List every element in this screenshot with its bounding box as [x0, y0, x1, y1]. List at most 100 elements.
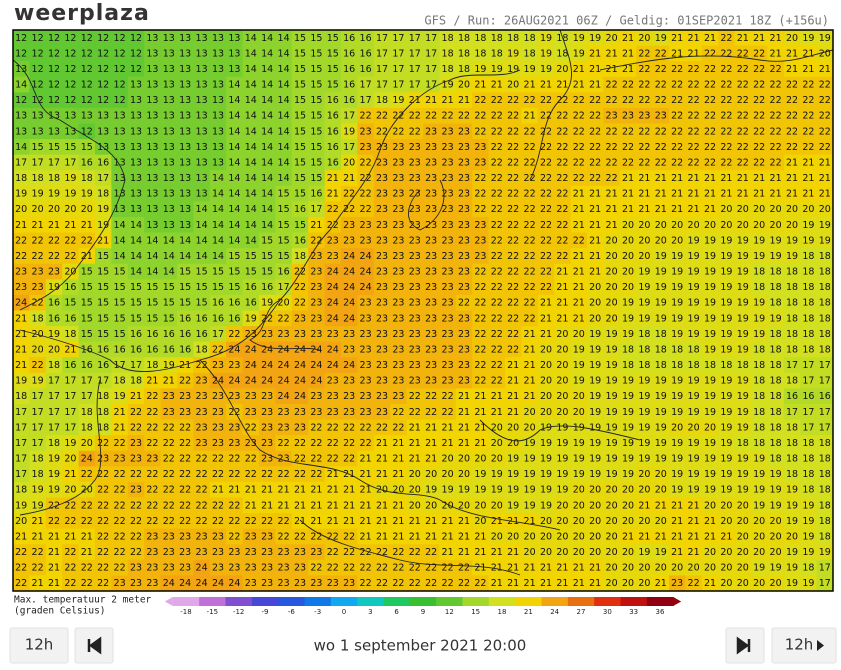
grid-value: 23 — [425, 329, 437, 340]
grid-value: 19 — [786, 251, 798, 262]
grid-value: 23 — [474, 157, 486, 168]
grid-value: 20 — [655, 516, 667, 527]
grid-value: 15 — [278, 251, 290, 262]
colorbar-tick-label: -6 — [288, 608, 296, 616]
grid-value: 13 — [179, 220, 191, 231]
grid-value: 15 — [310, 64, 322, 75]
grid-value: 22 — [573, 126, 585, 137]
cell — [816, 76, 834, 93]
back-step-label[interactable]: 12h — [25, 636, 54, 654]
grid-value: 19 — [622, 407, 634, 418]
cell — [619, 123, 637, 140]
grid-value: 23 — [425, 126, 437, 137]
grid-value: 21 — [294, 516, 306, 527]
grid-value: 14 — [261, 48, 273, 59]
grid-value: 18 — [474, 33, 486, 44]
grid-value: 23 — [163, 547, 175, 558]
grid-value: 22 — [163, 485, 175, 496]
grid-value: 19 — [32, 500, 44, 511]
grid-value: 21 — [524, 329, 536, 340]
grid-value: 20 — [64, 485, 76, 496]
grid-value: 21 — [491, 391, 503, 402]
grid-value: 20 — [655, 563, 667, 574]
grid-value: 23 — [146, 531, 158, 542]
cell — [439, 30, 457, 47]
grid-value: 19 — [671, 485, 683, 496]
cell — [587, 76, 604, 93]
cell — [160, 123, 178, 140]
grid-value: 12 — [32, 33, 44, 44]
grid-value: 14 — [114, 220, 126, 231]
cell — [259, 61, 276, 78]
grid-value: 22 — [524, 126, 536, 137]
grid-value: 22 — [97, 516, 109, 527]
grid-value: 24 — [212, 578, 224, 589]
grid-value: 21 — [343, 485, 355, 496]
grid-value: 13 — [81, 111, 93, 122]
grid-value: 23 — [458, 142, 470, 153]
grid-value: 19 — [786, 500, 798, 511]
grid-value: 14 — [228, 204, 240, 215]
colorbar-tick-label: -18 — [180, 608, 191, 616]
grid-value: 15 — [278, 204, 290, 215]
cell — [259, 45, 276, 62]
grid-value: 20 — [491, 500, 503, 511]
grid-value: 22 — [524, 142, 536, 153]
grid-value: 12 — [114, 33, 126, 44]
grid-value: 17 — [310, 204, 322, 215]
grid-value: 20 — [704, 547, 716, 558]
grid-value: 19 — [638, 282, 650, 293]
grid-value: 23 — [343, 235, 355, 246]
cell — [734, 92, 752, 109]
grid-value: 22 — [409, 126, 421, 137]
grid-value: 23 — [376, 407, 388, 418]
cell — [193, 61, 211, 78]
grid-value: 23 — [376, 157, 388, 168]
grid-value: 21 — [589, 251, 601, 262]
colorbar-swatch — [436, 597, 463, 606]
grid-value: 23 — [376, 344, 388, 355]
grid-value: 22 — [409, 578, 421, 589]
grid-value: 20 — [606, 313, 618, 324]
cell — [226, 123, 244, 140]
cell — [226, 107, 244, 124]
cell — [472, 123, 490, 140]
grid-value: 20 — [720, 500, 732, 511]
grid-value: 22 — [310, 438, 322, 449]
grid-value: 23 — [458, 267, 470, 278]
cell — [505, 123, 522, 140]
grid-value: 22 — [720, 157, 732, 168]
grid-value: 13 — [146, 204, 158, 215]
cell — [144, 107, 162, 124]
grid-value: 16 — [327, 111, 339, 122]
grid-value: 22 — [720, 64, 732, 75]
grid-value: 22 — [540, 95, 552, 106]
grid-value: 13 — [196, 189, 208, 200]
grid-value: 22 — [638, 157, 650, 168]
cell — [373, 76, 391, 93]
grid-value: 23 — [392, 298, 404, 309]
grid-value: 21 — [589, 267, 601, 278]
grid-value: 23 — [196, 407, 208, 418]
grid-value: 15 — [278, 235, 290, 246]
grid-value: 23 — [327, 376, 339, 387]
grid-value: 22 — [97, 531, 109, 542]
grid-value: 23 — [146, 454, 158, 465]
grid-value: 13 — [146, 111, 158, 122]
grid-value: 19 — [573, 344, 585, 355]
grid-value: 15 — [130, 313, 142, 324]
cell — [78, 107, 96, 124]
grid-value: 22 — [343, 547, 355, 558]
grid-value: 19 — [638, 422, 650, 433]
grid-value: 24 — [327, 282, 339, 293]
cell — [455, 107, 473, 124]
grid-value: 21 — [589, 220, 601, 231]
grid-value: 21 — [556, 282, 568, 293]
grid-value: 22 — [392, 563, 404, 574]
grid-value: 20 — [442, 454, 454, 465]
grid-value: 19 — [688, 282, 700, 293]
grid-value: 18 — [802, 251, 814, 262]
cell — [259, 92, 276, 109]
grid-value: 17 — [64, 407, 76, 418]
forward-step-label[interactable]: 12h — [785, 636, 814, 654]
